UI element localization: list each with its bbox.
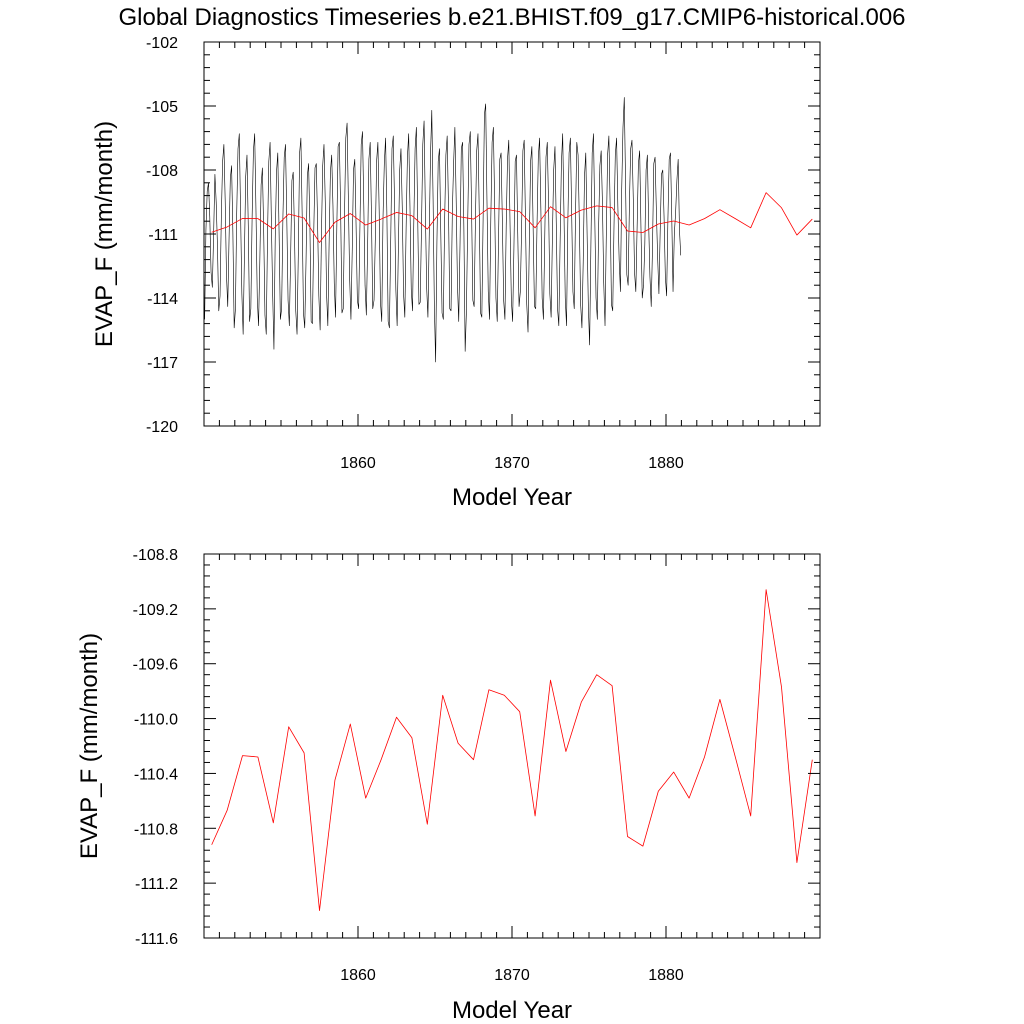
y-tick-label: -110.4 (134, 766, 178, 783)
figure-title: Global Diagnostics Timeseries b.e21.BHIS… (118, 4, 905, 31)
y-tick-label: -120 (146, 419, 178, 436)
series-line-annual-mean (211, 192, 813, 243)
x-axis-label: Model Year (452, 484, 572, 511)
plot-frame (203, 553, 821, 939)
x-axis-label: Model Year (452, 997, 572, 1024)
y-tick-label: -108 (146, 163, 178, 180)
y-tick-label: -117 (147, 355, 178, 372)
y-axis-label: EVAP_F (mm/month) (91, 121, 118, 347)
y-tick-label: -102 (146, 35, 178, 52)
x-tick-label: 1880 (648, 455, 684, 472)
x-tick-label: 1870 (494, 967, 530, 984)
x-tick-label: 1880 (648, 967, 684, 984)
y-tick-label: -111 (148, 227, 178, 244)
x-tick-label: 1860 (340, 455, 376, 472)
y-tick-label: -109.2 (133, 602, 178, 619)
x-tick-label: 1860 (340, 967, 376, 984)
y-tick-label: -110.0 (134, 712, 178, 729)
bottom-panel: -111.6 -111.2 -110.8 -110.4 -110.0 -109.6 -109… (76, 547, 821, 1024)
y-tick-label: -110.8 (134, 821, 178, 838)
y-tick-label: -111.6 (135, 931, 178, 948)
top-panel: -120 -117 -114 -111 -108 -105 -102 1860 1870 1880… (91, 35, 821, 511)
plot-frame (203, 41, 821, 427)
y-tick-label: -111.2 (135, 876, 178, 893)
y-tick-label: -108.8 (133, 547, 178, 564)
series-line-monthly (204, 97, 682, 363)
x-tick-label: 1870 (494, 455, 530, 472)
y-tick-label: -109.6 (133, 657, 178, 674)
y-tick-label: -105 (146, 99, 178, 116)
y-axis-label: EVAP_F (mm/month) (76, 633, 103, 859)
series-line-annual-mean (211, 589, 813, 911)
y-tick-label: -114 (147, 291, 178, 308)
